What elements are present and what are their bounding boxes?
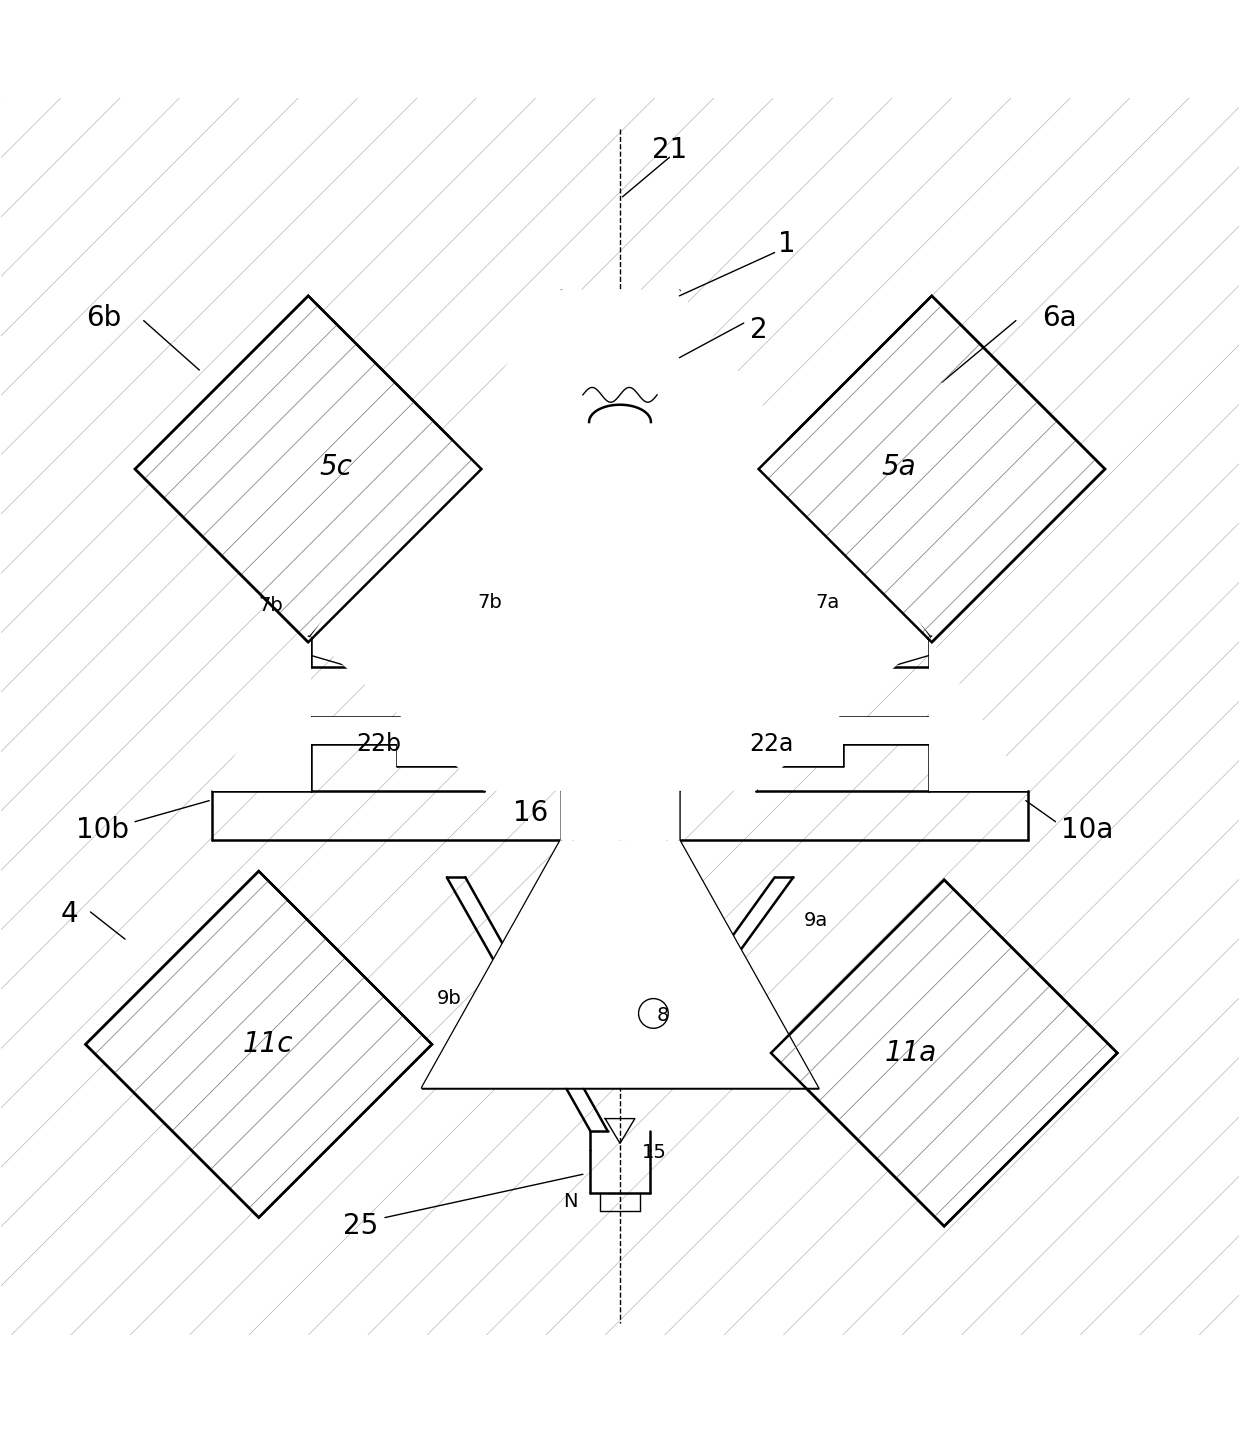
Polygon shape — [86, 871, 432, 1218]
Text: 7b: 7b — [477, 593, 502, 612]
PathPatch shape — [771, 880, 1117, 1227]
Polygon shape — [212, 636, 484, 791]
Text: 2: 2 — [750, 317, 768, 344]
Text: 9b: 9b — [436, 989, 461, 1007]
Polygon shape — [422, 840, 818, 1088]
Text: 4: 4 — [61, 900, 78, 929]
PathPatch shape — [86, 871, 432, 1218]
Text: 5a: 5a — [882, 453, 915, 480]
Text: 6b: 6b — [87, 304, 122, 332]
Text: N: N — [563, 1192, 578, 1211]
Polygon shape — [756, 636, 1028, 791]
Text: 8: 8 — [657, 1006, 670, 1026]
Polygon shape — [311, 289, 929, 840]
Polygon shape — [771, 880, 1117, 1227]
Text: 7a: 7a — [816, 593, 839, 612]
Text: 6a: 6a — [1042, 304, 1076, 332]
Text: 5c: 5c — [319, 453, 352, 480]
Text: 22a: 22a — [749, 732, 794, 755]
Text: 21: 21 — [652, 136, 687, 163]
PathPatch shape — [759, 295, 1105, 642]
Text: 15: 15 — [642, 1142, 667, 1162]
Polygon shape — [759, 295, 1105, 642]
Text: 22b: 22b — [356, 732, 402, 755]
Text: 7b: 7b — [259, 596, 284, 615]
Text: 10a: 10a — [1061, 817, 1114, 844]
Text: 1: 1 — [779, 229, 796, 258]
Text: 11c: 11c — [242, 1030, 293, 1059]
Text: 10b: 10b — [77, 817, 129, 844]
Text: 25: 25 — [342, 1212, 378, 1240]
Polygon shape — [135, 295, 481, 642]
PathPatch shape — [135, 295, 481, 642]
Text: 9a: 9a — [804, 911, 827, 930]
Text: 16: 16 — [513, 800, 548, 827]
Text: 11a: 11a — [884, 1039, 937, 1068]
